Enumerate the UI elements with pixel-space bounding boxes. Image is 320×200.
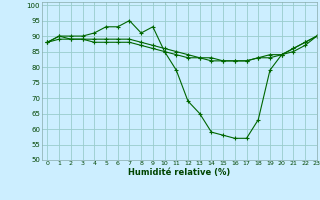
X-axis label: Humidité relative (%): Humidité relative (%)	[128, 168, 230, 177]
